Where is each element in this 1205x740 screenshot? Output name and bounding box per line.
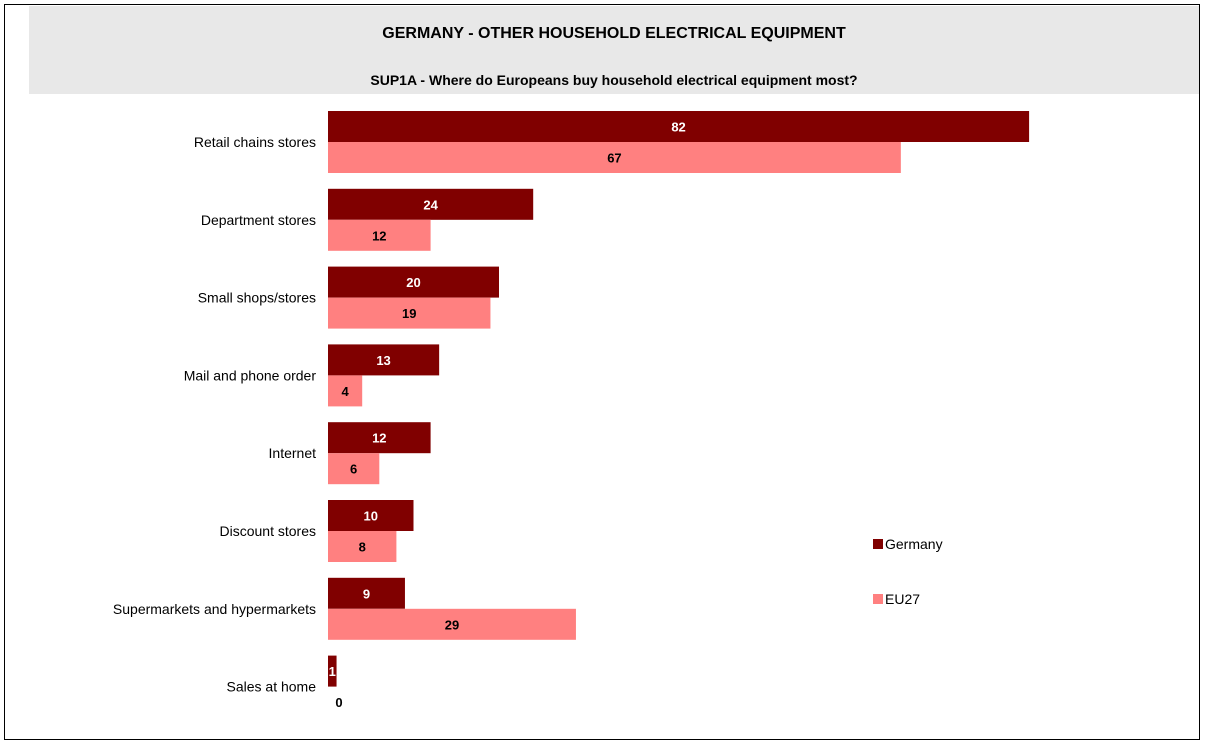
value-label-eu27-small-shops-stores: 19 — [402, 306, 416, 321]
bar-germany-sales-at-home — [328, 655, 337, 687]
value-label-eu27-sales-at-home: 0 — [335, 695, 342, 710]
value-label-eu27-mail-and-phone-order: 4 — [341, 384, 349, 399]
value-label-eu27-retail-chains-stores: 67 — [607, 151, 621, 166]
bar-germany-small-shops-stores — [328, 266, 499, 298]
chart-header: GERMANY - OTHER HOUSEHOLD ELECTRICAL EQU… — [29, 6, 1199, 94]
legend-item-eu27: EU27 — [873, 591, 920, 607]
category-label-mail-and-phone-order: Mail and phone order — [184, 367, 317, 383]
bar-eu27-mail-and-phone-order — [328, 375, 363, 407]
bar-eu27-discount-stores — [328, 531, 397, 562]
category-labels: Retail chains stores Department stores Sma… — [113, 134, 316, 695]
chart-subtitle: SUP1A - Where do Europeans buy household… — [370, 72, 858, 88]
bars — [328, 111, 1030, 687]
category-label-sales-at-home: Sales at home — [227, 679, 317, 695]
bar-germany-discount-stores — [328, 500, 414, 531]
legend: Germany EU27 — [873, 536, 993, 616]
category-label-discount-stores: Discount stores — [220, 523, 316, 539]
legend-swatch-eu27 — [873, 594, 883, 604]
legend-label-eu27: EU27 — [885, 591, 921, 607]
bar-germany-mail-and-phone-order — [328, 344, 440, 376]
bar-eu27-internet — [328, 453, 380, 485]
chart-title: GERMANY - OTHER HOUSEHOLD ELECTRICAL EQU… — [382, 25, 846, 42]
bar-germany-internet — [328, 422, 431, 454]
value-label-germany-department-stores: 24 — [423, 197, 438, 212]
value-label-germany-small-shops-stores: 20 — [406, 275, 420, 290]
value-label-germany-discount-stores: 10 — [364, 509, 378, 524]
legend-swatch-germany — [873, 539, 883, 549]
bar-eu27-small-shops-stores — [328, 297, 491, 329]
value-label-eu27-department-stores: 12 — [372, 228, 386, 243]
value-label-eu27-internet: 6 — [350, 462, 357, 477]
category-label-internet: Internet — [269, 445, 317, 461]
value-label-eu27-supermarkets-and-hypermarkets: 29 — [445, 617, 459, 632]
value-label-germany-sales-at-home: 1 — [329, 664, 336, 679]
value-label-eu27-discount-stores: 8 — [359, 540, 366, 555]
legend-item-germany: Germany — [873, 536, 943, 552]
category-label-supermarkets-and-hypermarkets: Supermarkets and hypermarkets — [113, 601, 316, 617]
category-label-retail-chains-stores: Retail chains stores — [194, 134, 316, 150]
value-label-germany-mail-and-phone-order: 13 — [376, 353, 390, 368]
value-label-germany-retail-chains-stores: 82 — [671, 120, 685, 135]
bar-eu27-department-stores — [328, 219, 431, 251]
bar-germany-supermarkets-and-hypermarkets — [328, 577, 405, 609]
bar-germany-retail-chains-stores — [328, 111, 1030, 142]
category-label-department-stores: Department stores — [201, 212, 316, 228]
category-label-small-shops-stores: Small shops/stores — [198, 290, 316, 306]
bar-eu27-supermarkets-and-hypermarkets — [328, 608, 576, 640]
bar-eu27-retail-chains-stores — [328, 142, 901, 173]
legend-label-germany: Germany — [885, 536, 943, 552]
value-label-germany-supermarkets-and-hypermarkets: 9 — [363, 586, 370, 601]
value-label-germany-internet: 12 — [372, 431, 386, 446]
bar-germany-department-stores — [328, 188, 534, 220]
